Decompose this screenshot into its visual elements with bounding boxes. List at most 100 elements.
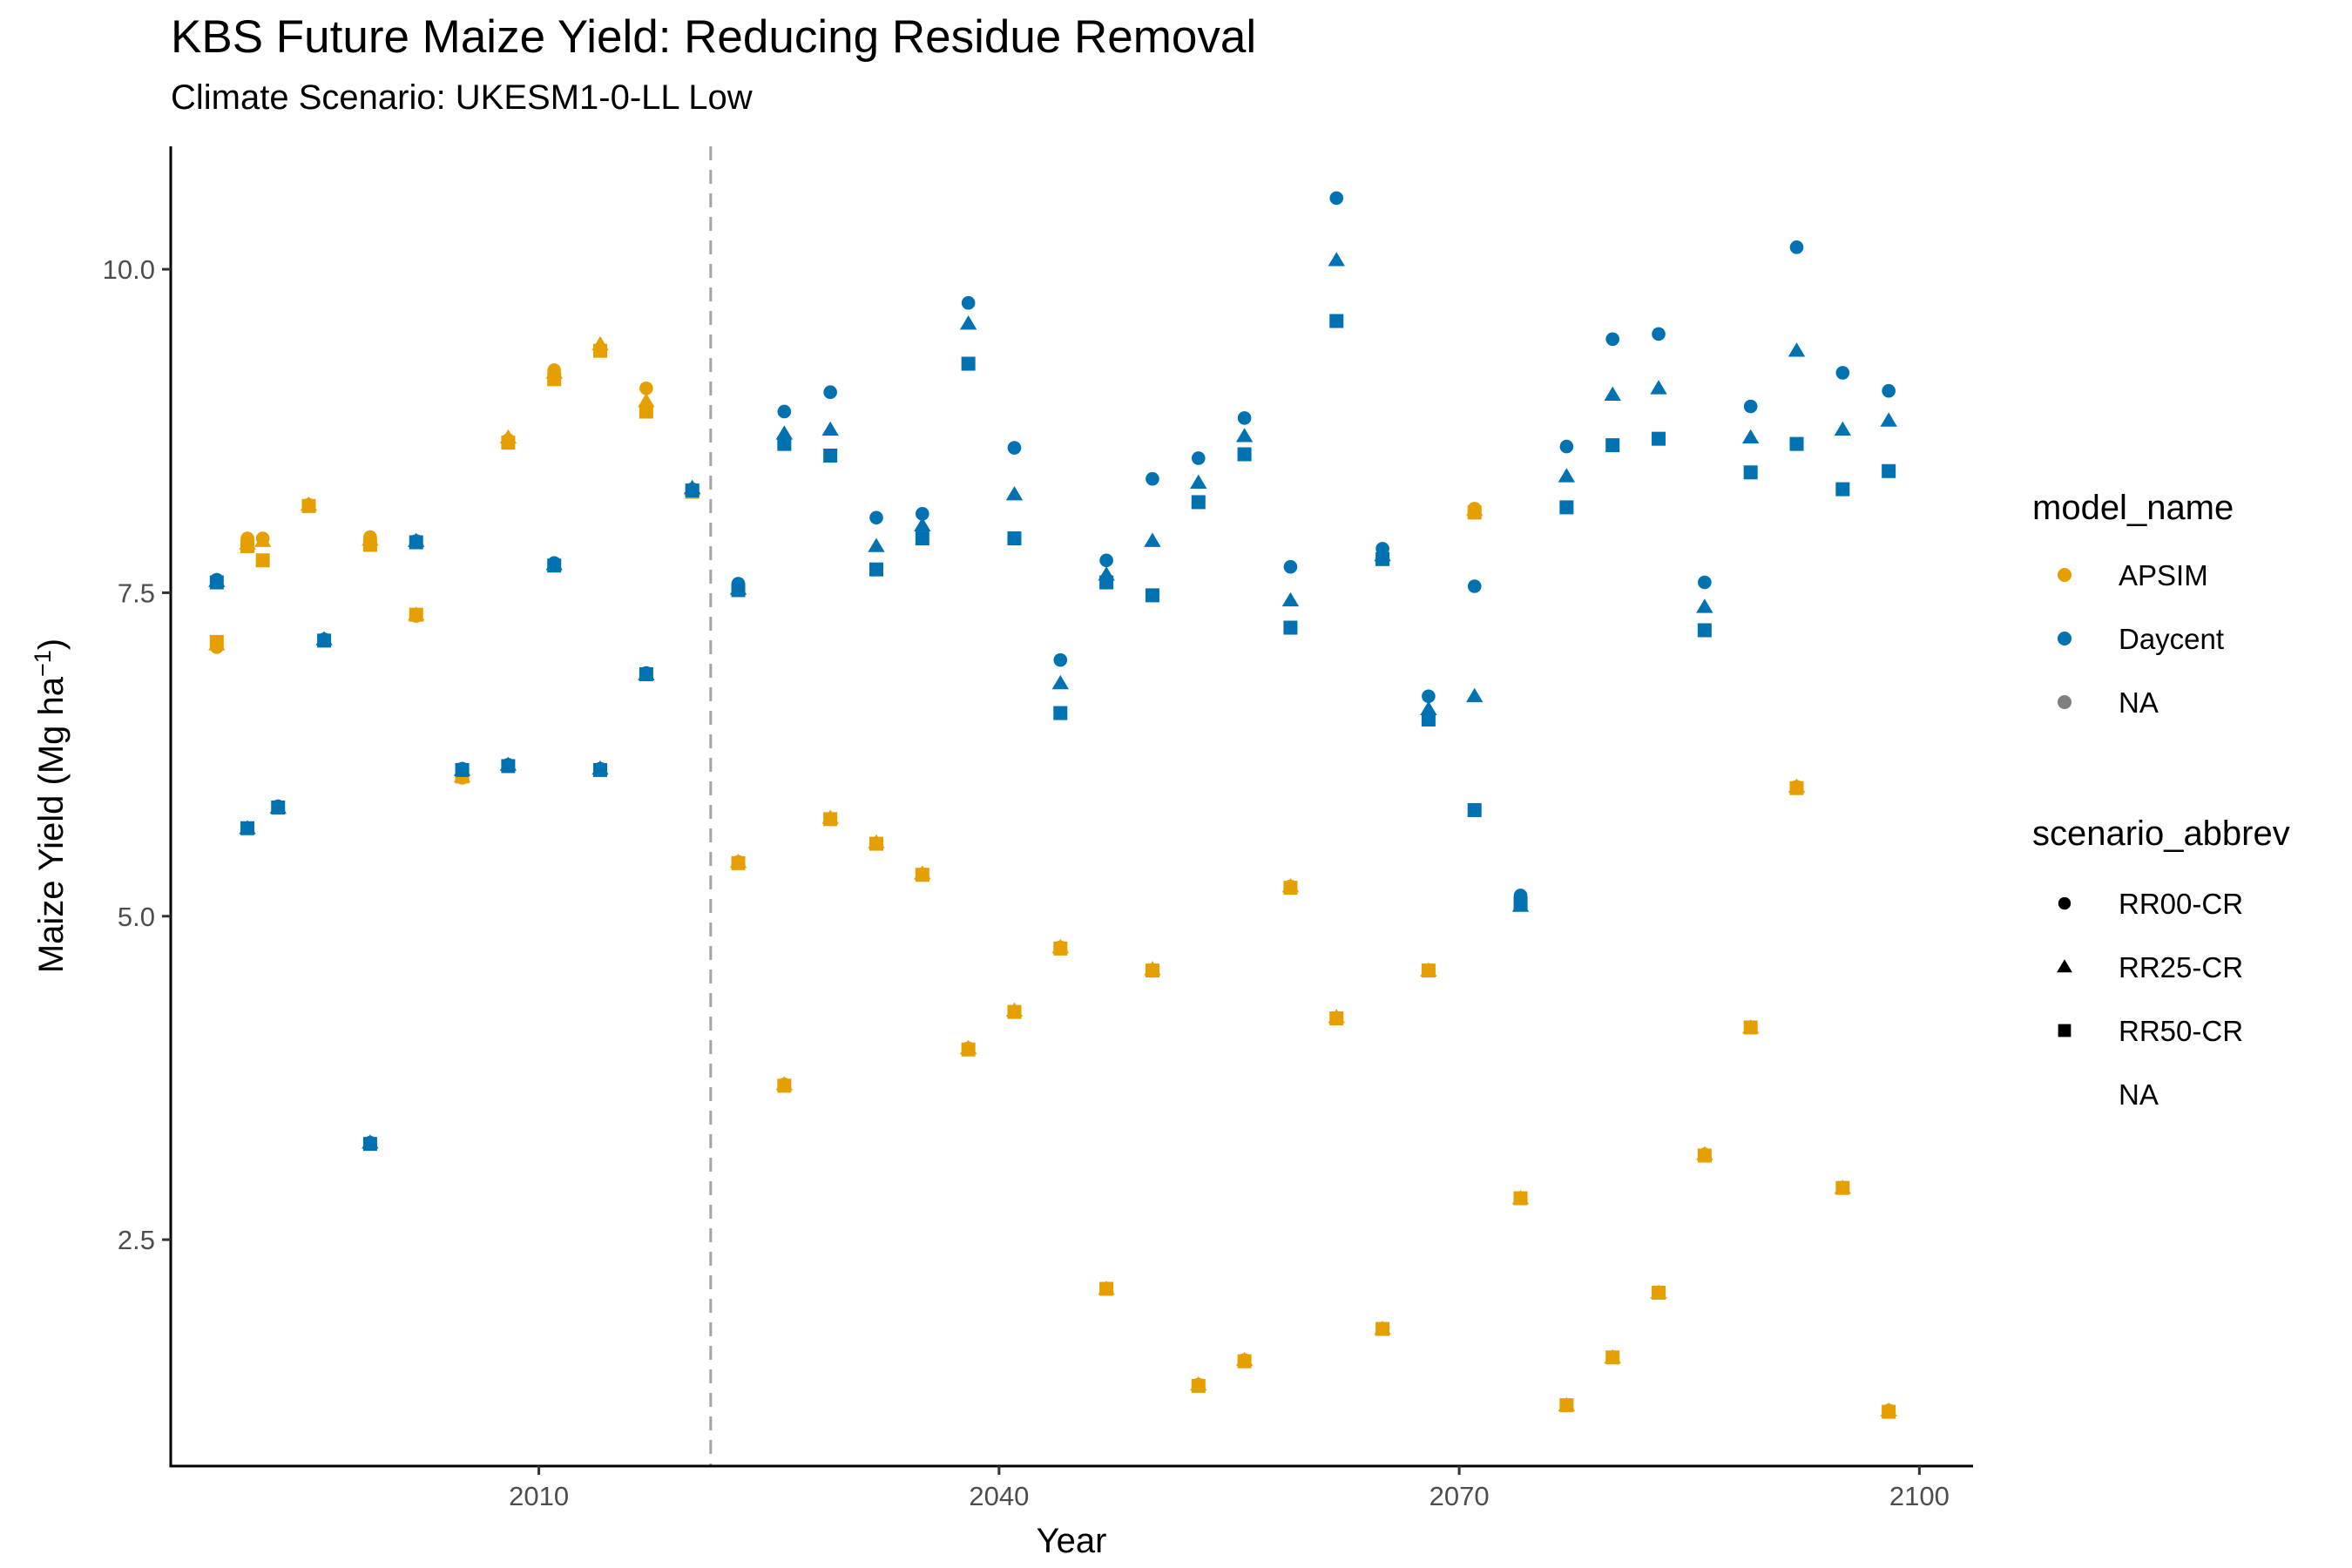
- data-point-daycent-rr00-cr: [547, 556, 562, 571]
- y-tick-label: 5.0: [118, 902, 155, 932]
- data-point-daycent-rr00-cr: [1652, 327, 1666, 341]
- data-point-apsim-rr00-cr: [547, 363, 562, 377]
- data-point-daycent-rr50-cr: [1329, 314, 1344, 328]
- data-point-apsim-rr00-cr: [1559, 1398, 1574, 1412]
- data-point-daycent-rr00-cr: [1053, 652, 1068, 667]
- data-point-daycent-rr00-cr: [1835, 366, 1850, 380]
- data-point-apsim-rr00-cr: [777, 1078, 792, 1092]
- legend-key-rr50-cr: [2058, 1024, 2072, 1037]
- data-point-daycent-rr25-cr: [775, 425, 794, 440]
- data-point-apsim-rr25-cr: [638, 393, 655, 408]
- data-point-daycent-rr00-cr: [455, 761, 470, 776]
- data-point-apsim-rr00-cr: [639, 381, 653, 395]
- data-point-daycent-rr00-cr: [1191, 451, 1206, 465]
- data-point-daycent-rr00-cr: [409, 534, 423, 548]
- data-point-apsim-rr00-cr: [1053, 940, 1068, 955]
- data-point-daycent-rr00-cr: [317, 632, 331, 646]
- data-point-daycent-rr00-cr: [731, 577, 746, 591]
- data-point-daycent-rr00-cr: [1283, 559, 1298, 574]
- y-axis-title-sup: −1: [30, 650, 56, 677]
- data-point-daycent-rr25-cr: [1466, 687, 1484, 703]
- data-point-daycent-rr00-cr: [869, 510, 883, 525]
- data-point-apsim-rr00-cr: [1605, 1350, 1619, 1365]
- data-point-apsim-rr00-cr: [1283, 879, 1298, 894]
- data-point-apsim-rr00-cr: [1652, 1286, 1666, 1300]
- data-point-daycent-rr25-cr: [1558, 468, 1576, 483]
- data-point-daycent-rr25-cr: [821, 421, 839, 436]
- legend-key-na: [2058, 695, 2072, 709]
- data-point-apsim-rr00-cr: [1789, 780, 1804, 794]
- legend-label-scenario: RR00-CR: [2119, 888, 2243, 920]
- data-point-apsim-rr00-cr: [1007, 1004, 1022, 1019]
- data-point-apsim-rr00-cr: [1375, 1321, 1389, 1336]
- data-point-daycent-rr25-cr: [1328, 252, 1345, 267]
- series-daycent: [208, 191, 1897, 1152]
- data-point-daycent-rr00-cr: [240, 821, 254, 835]
- data-point-daycent-rr50-cr: [1237, 447, 1252, 462]
- data-point-apsim-rr00-cr: [255, 531, 270, 545]
- legend-key-daycent: [2058, 632, 2072, 645]
- data-point-daycent-rr25-cr: [1511, 897, 1530, 912]
- data-point-apsim-rr00-cr: [1882, 1403, 1896, 1417]
- data-point-daycent-rr25-cr: [1788, 342, 1806, 357]
- x-tick-label: 2010: [509, 1481, 569, 1511]
- data-point-daycent-rr25-cr: [1005, 486, 1024, 501]
- legend-title-model: model_name: [2032, 489, 2234, 527]
- data-point-daycent-rr50-cr: [1743, 465, 1758, 480]
- data-point-apsim-rr00-cr: [301, 497, 316, 512]
- data-point-daycent-rr00-cr: [593, 761, 607, 776]
- data-point-apsim-rr00-cr: [823, 812, 837, 827]
- data-point-apsim-rr00-cr: [240, 531, 254, 545]
- data-point-apsim-rr00-cr: [1743, 1020, 1758, 1035]
- data-point-apsim-rr00-cr: [1329, 1011, 1344, 1025]
- data-point-daycent-rr00-cr: [501, 758, 516, 772]
- x-tick-label: 2070: [1429, 1481, 1490, 1511]
- data-point-daycent-rr00-cr: [1605, 332, 1619, 347]
- data-point-daycent-rr50-cr: [1145, 588, 1159, 603]
- data-point-apsim-rr00-cr: [1467, 502, 1482, 516]
- data-point-daycent-rr00-cr: [363, 1135, 377, 1150]
- data-point-daycent-rr00-cr: [1422, 689, 1436, 704]
- data-point-apsim-rr00-cr: [1698, 1147, 1712, 1161]
- data-point-daycent-rr00-cr: [1237, 411, 1252, 425]
- data-point-apsim-rr00-cr: [961, 1041, 976, 1056]
- data-point-daycent-rr50-cr: [961, 356, 976, 371]
- data-point-apsim-rr00-cr: [869, 836, 883, 851]
- legend-label-model: Daycent: [2119, 623, 2224, 655]
- data-point-daycent-rr00-cr: [1146, 471, 1159, 486]
- data-point-daycent-rr00-cr: [961, 295, 976, 310]
- data-point-daycent-rr50-cr: [1421, 712, 1436, 727]
- legend-label-model: NA: [2119, 686, 2159, 719]
- y-tick-label: 7.5: [118, 578, 155, 608]
- data-point-daycent-rr50-cr: [1882, 463, 1896, 478]
- data-point-daycent-rr00-cr: [271, 799, 286, 814]
- data-point-daycent-rr00-cr: [1329, 191, 1344, 206]
- data-point-daycent-rr25-cr: [959, 314, 977, 330]
- chart-title: KBS Future Maize Yield: Reducing Residue…: [171, 11, 1257, 63]
- data-point-apsim-rr00-cr: [1191, 1377, 1206, 1392]
- legend-key-rr25-cr: [2057, 959, 2072, 973]
- data-point-daycent-rr50-cr: [1053, 706, 1068, 720]
- data-point-daycent-rr00-cr: [1099, 553, 1113, 568]
- data-point-apsim-rr00-cr: [1237, 1353, 1252, 1368]
- data-point-apsim-rr00-cr: [1513, 1191, 1528, 1206]
- data-point-daycent-rr25-cr: [1880, 412, 1897, 427]
- data-point-daycent-rr25-cr: [1190, 474, 1207, 490]
- data-point-daycent-rr00-cr: [639, 666, 653, 680]
- data-point-daycent-rr00-cr: [1559, 439, 1574, 454]
- data-point-daycent-rr50-cr: [1467, 802, 1482, 817]
- data-point-daycent-rr25-cr: [868, 537, 885, 552]
- data-point-daycent-rr50-cr: [823, 448, 838, 463]
- chart-subtitle: Climate Scenario: UKESM1-0-LL Low: [171, 78, 753, 117]
- data-point-daycent-rr50-cr: [1789, 436, 1804, 451]
- data-point-daycent-rr00-cr: [1882, 383, 1896, 398]
- y-tick-label: 10.0: [103, 254, 155, 285]
- data-point-daycent-rr50-cr: [1605, 438, 1620, 453]
- data-point-apsim-rr00-cr: [210, 640, 224, 654]
- data-point-apsim-rr00-cr: [1146, 963, 1159, 977]
- legend-label-model: APSIM: [2119, 559, 2208, 591]
- data-point-apsim-rr00-cr: [363, 530, 377, 544]
- data-point-daycent-rr00-cr: [777, 404, 792, 419]
- data-point-daycent-rr00-cr: [1513, 889, 1528, 902]
